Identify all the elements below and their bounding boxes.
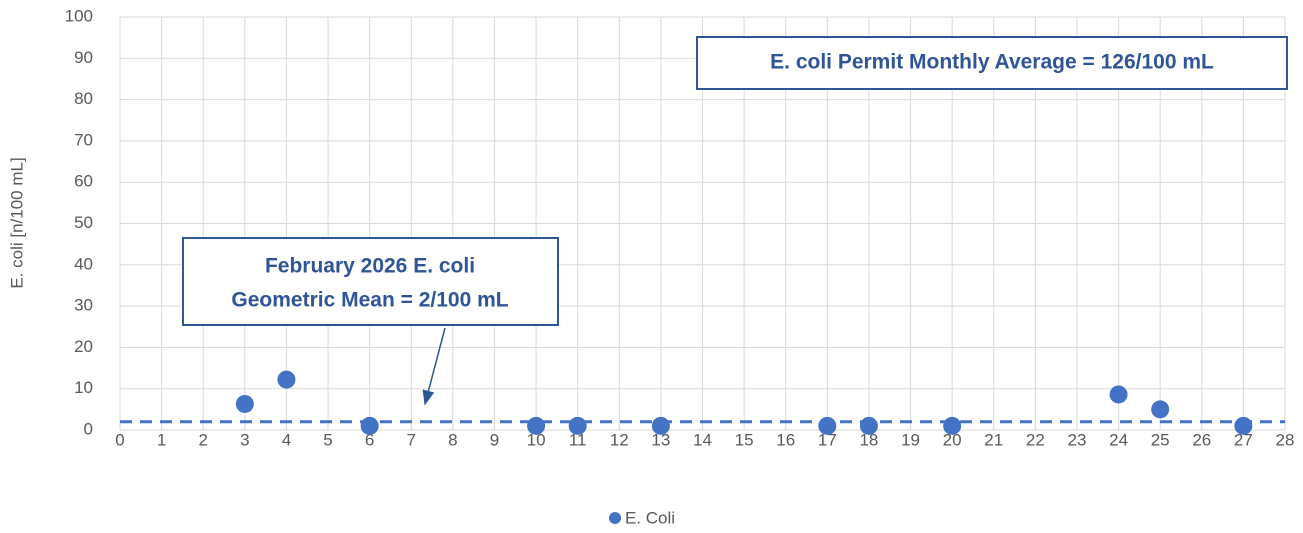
x-tick-label: 17 — [818, 430, 837, 449]
y-tick-label: 100 — [65, 6, 93, 25]
y-tick-label: 0 — [84, 419, 93, 438]
y-tick-label: 30 — [74, 296, 93, 315]
point — [277, 370, 296, 389]
annotation: E. coli Permit Monthly Average = 126/100… — [770, 51, 1214, 74]
x-tick-label: 1 — [157, 430, 166, 449]
annotation: Geometric Mean = 2/100 mL — [231, 289, 508, 312]
point — [1151, 400, 1170, 419]
y-tick-label: 10 — [74, 378, 93, 397]
y-tick-label: 80 — [74, 89, 93, 108]
annotation-box — [182, 237, 559, 326]
x-tick-label: 28 — [1276, 430, 1295, 449]
y-tick-label: 50 — [74, 213, 93, 232]
legend-label: E. Coli — [625, 508, 675, 527]
y-tick-label: 40 — [74, 254, 93, 273]
point — [1109, 385, 1128, 404]
point — [1234, 416, 1253, 435]
x-tick-label: 12 — [610, 430, 629, 449]
x-tick-label: 21 — [984, 430, 1003, 449]
y-tick-label: 20 — [74, 337, 93, 356]
x-tick-label: 14 — [693, 430, 712, 449]
x-tick-label: 22 — [1026, 430, 1045, 449]
x-tick-label: 2 — [198, 430, 207, 449]
x-tick-label: 9 — [490, 430, 499, 449]
x-tick-label: 11 — [569, 430, 587, 449]
x-tick-label: 16 — [776, 430, 795, 449]
y-tick-label: 90 — [74, 48, 93, 67]
point — [859, 416, 878, 435]
x-tick-label: 18 — [859, 430, 878, 449]
x-tick-label: 0 — [115, 430, 124, 449]
annotation-arrow — [422, 327, 446, 406]
point — [360, 416, 379, 435]
x-tick-label: 20 — [943, 430, 962, 449]
point — [818, 416, 837, 435]
point — [568, 416, 587, 435]
x-tick-label: 3 — [240, 430, 249, 449]
annotation-box — [696, 36, 1288, 90]
x-tick-label: 15 — [735, 430, 754, 449]
x-tick-label: 19 — [901, 430, 920, 449]
x-tick-label: 8 — [448, 430, 457, 449]
x-tick-label: 7 — [407, 430, 416, 449]
point — [943, 416, 962, 435]
x-tick-label: 13 — [651, 430, 670, 449]
y-tick-label: 70 — [74, 130, 93, 149]
x-tick-label: 10 — [527, 430, 546, 449]
y-tick-label: 60 — [74, 172, 93, 191]
legend-marker — [609, 512, 621, 524]
x-tick-label: 5 — [323, 430, 332, 449]
y-axis-label: E. coli [n/100 mL] — [7, 157, 26, 288]
annotation: February 2026 E. coli — [265, 255, 475, 278]
point — [651, 416, 670, 435]
x-tick-label: 26 — [1192, 430, 1211, 449]
point — [527, 416, 546, 435]
x-tick-label: 6 — [365, 430, 374, 449]
x-tick-label: 25 — [1151, 430, 1170, 449]
x-tick-label: 27 — [1234, 430, 1253, 449]
x-tick-label: 24 — [1109, 430, 1128, 449]
point — [235, 394, 254, 413]
x-tick-label: 4 — [282, 430, 291, 449]
x-tick-label: 23 — [1068, 430, 1087, 449]
